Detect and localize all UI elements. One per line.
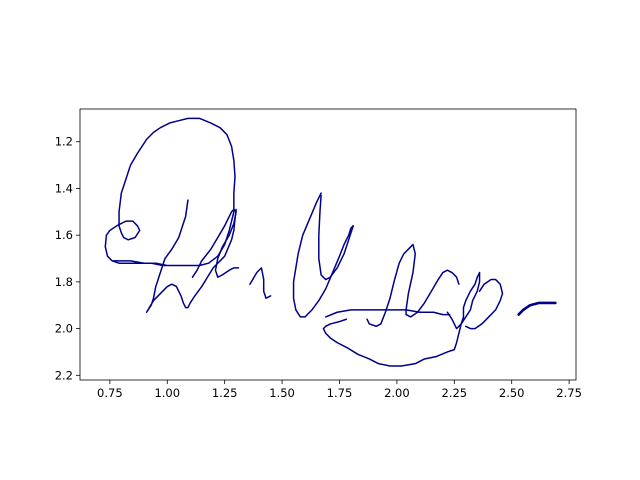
y-tick-label: 1.8	[55, 275, 73, 289]
x-tick-label: 1.25	[212, 386, 238, 400]
signature-stroke-5	[292, 192, 355, 318]
signature-stroke-7	[322, 271, 481, 367]
x-tick-label: 1.50	[269, 386, 295, 400]
signature-stroke-2	[191, 208, 240, 278]
signature-stroke-11	[517, 301, 557, 316]
x-tick-label: 2.75	[556, 386, 582, 400]
x-tick-label: 1.75	[327, 386, 353, 400]
y-axis-ticks: 1.2 1.4 1.6 1.8 2.0 2.2	[55, 135, 80, 382]
stroke-layer	[104, 117, 557, 367]
y-tick-label: 2.0	[55, 322, 73, 336]
signature-stroke-8	[324, 309, 451, 318]
signature-stroke-3	[104, 117, 236, 267]
y-tick-label: 1.2	[55, 135, 73, 149]
x-tick-label: 2.25	[441, 386, 467, 400]
x-tick-label: 2.00	[384, 386, 410, 400]
x-axis-ticks: 0.75 1.00 1.25 1.50 1.75 2.00 2.25 2.50 2.75	[97, 380, 582, 400]
signature-stroke-6	[318, 194, 355, 281]
y-tick-label: 1.6	[55, 228, 73, 242]
signature-stroke-4	[249, 267, 272, 299]
y-tick-label: 1.4	[55, 181, 73, 195]
axes-frame	[79, 108, 577, 381]
plot-background	[80, 109, 576, 380]
signature-stroke-10	[465, 278, 504, 330]
signature-stroke-9	[366, 243, 460, 328]
x-tick-label: 2.50	[499, 386, 525, 400]
y-tick-label: 2.2	[55, 368, 73, 382]
x-tick-label: 0.75	[97, 386, 123, 400]
x-tick-label: 1.00	[154, 386, 180, 400]
